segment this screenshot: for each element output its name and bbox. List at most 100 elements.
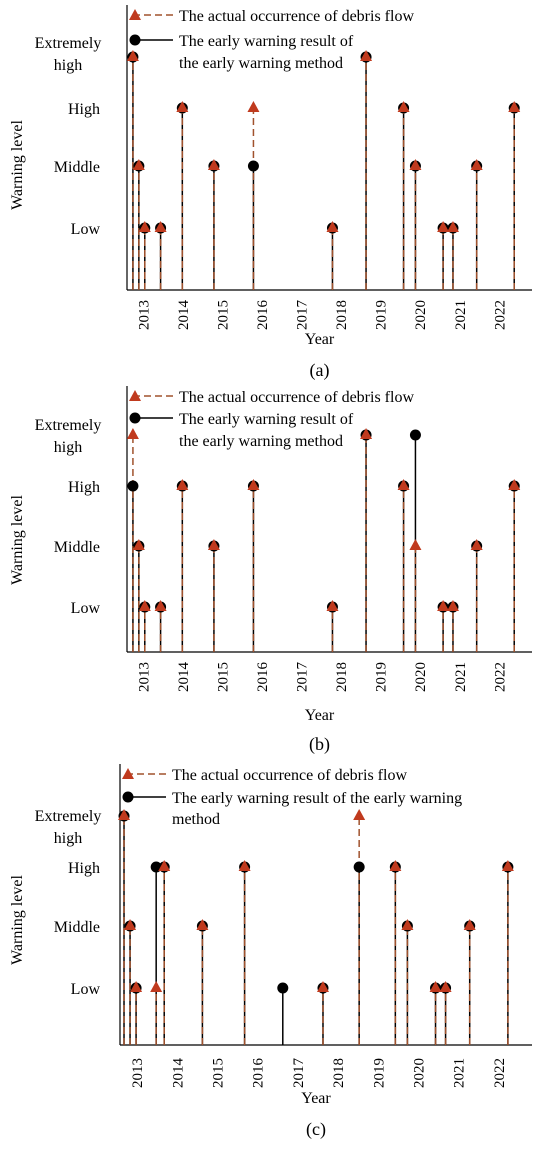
- actual-point: [326, 600, 339, 611]
- y-tick-label: High: [68, 860, 100, 877]
- warning-point: [247, 160, 259, 172]
- x-tick-label: 2019: [374, 662, 390, 692]
- x-tick-label: 2016: [255, 662, 271, 693]
- actual-point: [132, 539, 145, 550]
- actual-point: [247, 479, 260, 490]
- actual-point: [196, 919, 209, 930]
- x-tick-label: 2021: [452, 1058, 468, 1088]
- x-tick-label: 2021: [453, 300, 469, 330]
- legend: The actual occurrence of debris flow The …: [122, 767, 462, 828]
- x-tick-label: 2018: [334, 300, 350, 330]
- actual-point: [138, 221, 151, 232]
- y-tick-label: Low: [71, 981, 101, 998]
- actual-point: [132, 159, 145, 170]
- actual-point: [446, 600, 459, 611]
- x-tick-label: 2022: [492, 662, 508, 692]
- x-tick-label: 2018: [331, 1058, 347, 1088]
- actual-point: [508, 101, 521, 112]
- x-tick-label: 2016: [251, 1058, 267, 1089]
- actual-point: [118, 809, 131, 820]
- legend-label-line: The early warning result of: [179, 411, 354, 428]
- y-tick-label: Extremely high: [35, 417, 102, 456]
- x-tick-label: 2022: [492, 300, 508, 330]
- x-tick-label: 2020: [412, 1058, 428, 1088]
- x-tick-label: 2020: [413, 300, 429, 330]
- x-tick-label: 2017: [295, 300, 311, 331]
- chart-panel-b: High Middle Low Extremely high Warning level 2…: [9, 386, 532, 755]
- actual-point: [470, 539, 483, 550]
- legend-label-actual: The actual occurrence of debris flow: [179, 8, 414, 25]
- legend-label-actual: The actual occurrence of debris flow: [179, 389, 414, 406]
- legend-label-warning: The early warning result of the early wa…: [172, 790, 462, 828]
- legend-triangle-marker: [122, 768, 134, 779]
- x-tick-label: 2014: [176, 662, 192, 693]
- actual-point: [316, 981, 329, 992]
- actual-point: [389, 860, 402, 871]
- x-tick-label: 2020: [413, 662, 429, 692]
- actual-point: [409, 159, 422, 170]
- x-tick-label: 2013: [137, 662, 153, 692]
- legend-triangle-marker: [129, 390, 141, 401]
- warning-point: [353, 861, 365, 873]
- legend-triangle-marker: [129, 9, 141, 20]
- x-tick-label: 2014: [170, 1058, 186, 1089]
- actual-point: [439, 981, 452, 992]
- x-tick-label: 2017: [291, 1058, 307, 1089]
- x-tick-label: 2019: [371, 1058, 387, 1088]
- panel-label: (c): [306, 1119, 326, 1140]
- y-axis-label: Warning level: [9, 495, 26, 585]
- actual-point: [401, 919, 414, 930]
- x-tick-label: 2015: [216, 300, 232, 330]
- actual-point: [207, 539, 220, 550]
- legend-label-warning: The early warning result of the early war…: [179, 33, 354, 72]
- chart-panel-a: High Middle Low Extremely high Warning level 2…: [9, 5, 532, 381]
- legend-label-line: The early warning result of: [179, 33, 354, 50]
- actual-point: [150, 981, 163, 992]
- legend-label-line: the early warning method: [179, 55, 343, 72]
- y-tick-label-line: Extremely: [35, 417, 102, 434]
- x-tick-label: 2021: [453, 662, 469, 692]
- actual-point: [158, 860, 171, 871]
- actual-point: [154, 221, 167, 232]
- y-tick-label-line: Extremely: [35, 808, 102, 825]
- x-tick-label: 2013: [130, 1058, 146, 1088]
- actual-point: [247, 101, 260, 112]
- y-axis-label: Warning level: [9, 875, 26, 965]
- x-axis-label: Year: [301, 1090, 331, 1107]
- legend-circle-marker: [122, 791, 134, 803]
- y-tick-label-line: high: [54, 830, 82, 847]
- y-tick-label: Middle: [54, 159, 100, 176]
- actual-point: [126, 50, 139, 61]
- y-tick-label-line: high: [54, 439, 82, 456]
- actual-point: [126, 428, 139, 439]
- y-tick-label: Low: [71, 600, 101, 617]
- actual-point: [437, 600, 450, 611]
- actual-point: [409, 539, 422, 550]
- actual-point: [353, 809, 366, 820]
- actual-point: [130, 981, 143, 992]
- legend: The actual occurrence of debris flow The …: [129, 8, 414, 72]
- actual-point: [397, 479, 410, 490]
- actual-point: [360, 50, 373, 61]
- x-tick-label: 2015: [216, 662, 232, 692]
- panel-label: (a): [310, 360, 330, 381]
- y-tick-label: Middle: [54, 539, 100, 556]
- x-axis-label: Year: [305, 707, 335, 724]
- actual-point: [176, 479, 189, 490]
- y-tick-label: Low: [71, 221, 101, 238]
- y-tick-label-line: high: [54, 57, 82, 74]
- y-tick-label: Extremely high: [35, 35, 102, 74]
- legend-circle-marker: [129, 34, 141, 46]
- legend-label-actual: The actual occurrence of debris flow: [172, 767, 407, 784]
- legend-label-line: the early warning method: [179, 433, 343, 450]
- x-tick-label: 2019: [374, 300, 390, 330]
- legend-label-line: The early warning result of the early wa…: [172, 790, 462, 807]
- actual-point: [429, 981, 442, 992]
- x-tick-label: 2015: [211, 1058, 227, 1088]
- actual-point: [207, 159, 220, 170]
- legend-label-line: method: [172, 811, 220, 828]
- warning-point: [409, 429, 421, 441]
- y-tick-label: Middle: [54, 919, 100, 936]
- x-tick-label: 2013: [137, 300, 153, 330]
- legend-circle-marker: [129, 412, 141, 424]
